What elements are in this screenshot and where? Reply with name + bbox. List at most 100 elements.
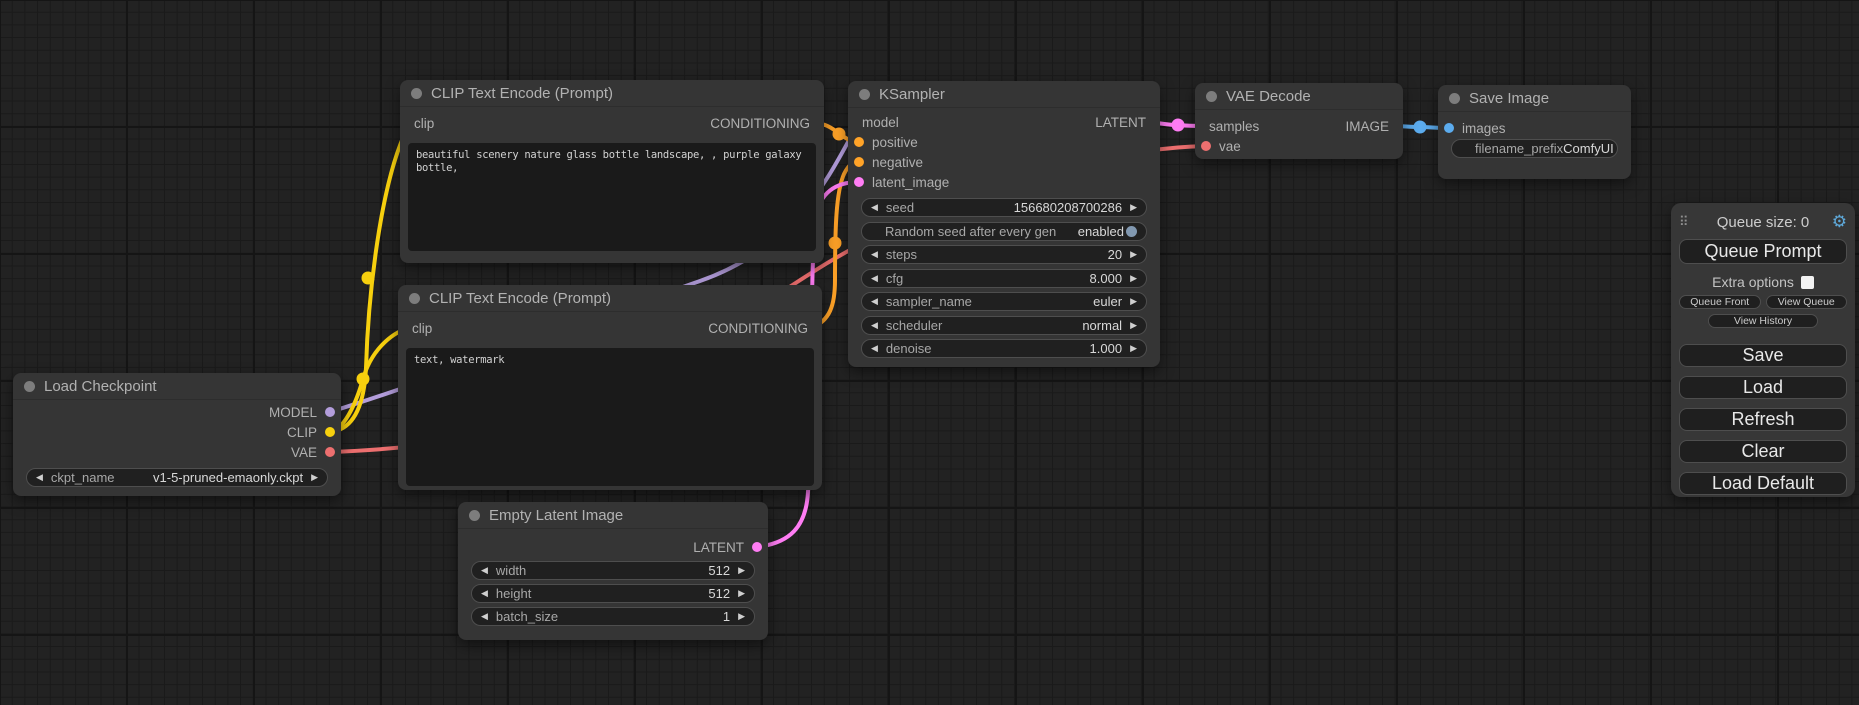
widget-random-seed-toggle[interactable]: Random seed after every gen enabled (861, 221, 1147, 241)
link-midpoint-dot (832, 127, 846, 141)
slot-input-latent-image: latent_image (848, 172, 1160, 192)
increment-arrow-icon[interactable]: ▶ (1130, 272, 1137, 283)
input-dot-images[interactable] (1444, 123, 1454, 133)
node-clip-text-encode-negative[interactable]: CLIP Text Encode (Prompt) clip CONDITION… (398, 285, 822, 490)
view-queue-button[interactable]: View Queue (1765, 295, 1847, 309)
increment-arrow-icon[interactable]: ▶ (1130, 296, 1137, 306)
slot-label: CLIP (286, 424, 317, 440)
increment-arrow-icon[interactable]: ▶ (1130, 249, 1137, 259)
node-vae-decode[interactable]: VAE Decode samples IMAGE vae (1195, 83, 1403, 159)
queue-panel: ⠿ Queue size: 0 ⚙ Queue Prompt Extra opt… (1671, 203, 1855, 497)
widget-width[interactable]: ◀ width 512 ▶ (471, 561, 755, 580)
output-dot-latent[interactable] (752, 542, 762, 552)
increment-arrow-icon[interactable]: ▶ (738, 611, 745, 621)
slot-input-positive: positive (848, 132, 1160, 152)
slot-input-vae: vae (1195, 136, 1403, 156)
input-dot-negative[interactable] (854, 157, 864, 167)
node-title: KSampler (879, 85, 945, 103)
collapse-dot-icon[interactable] (24, 380, 35, 392)
decrement-arrow-icon[interactable]: ◀ (481, 565, 488, 575)
node-clip-text-encode-positive[interactable]: CLIP Text Encode (Prompt) clip CONDITION… (400, 80, 824, 263)
node-titlebar[interactable]: CLIP Text Encode (Prompt) (400, 80, 824, 107)
decrement-arrow-icon[interactable]: ◀ (871, 202, 878, 212)
collapse-dot-icon[interactable] (411, 87, 422, 99)
node-title: Empty Latent Image (489, 506, 624, 524)
node-titlebar[interactable]: Load Checkpoint (13, 373, 341, 400)
decrement-arrow-icon[interactable]: ◀ (481, 588, 488, 598)
node-save-image[interactable]: Save Image images filename_prefix ComfyU… (1438, 85, 1631, 179)
increment-arrow-icon[interactable]: ▶ (1130, 319, 1137, 330)
node-titlebar[interactable]: CLIP Text Encode (Prompt) (398, 285, 822, 312)
widget-steps[interactable]: ◀ steps 20 ▶ (861, 245, 1147, 264)
output-dot-clip[interactable] (325, 427, 335, 437)
widget-batch-size[interactable]: ◀ batch_size 1 ▶ (471, 607, 755, 626)
increment-arrow-icon[interactable]: ▶ (1130, 343, 1137, 353)
node-titlebar[interactable]: Empty Latent Image (458, 502, 768, 529)
collapse-dot-icon[interactable] (409, 292, 420, 304)
node-titlebar[interactable]: KSampler (848, 81, 1160, 108)
node-ksampler[interactable]: KSampler model LATENT positive negative … (848, 81, 1160, 367)
decrement-arrow-icon[interactable]: ◀ (871, 249, 878, 259)
collapse-dot-icon[interactable] (1206, 90, 1217, 102)
output-dot-vae[interactable] (325, 447, 335, 457)
toggle-on-icon[interactable] (1126, 225, 1137, 237)
clear-button[interactable]: Clear (1679, 440, 1847, 463)
widget-value: euler (1093, 294, 1123, 309)
load-default-button[interactable]: Load Default (1679, 472, 1847, 495)
widget-filename-prefix[interactable]: filename_prefix ComfyUI (1451, 139, 1618, 158)
input-dot-positive[interactable] (854, 137, 864, 147)
decrement-arrow-icon[interactable]: ◀ (871, 272, 878, 283)
widget-denoise[interactable]: ◀ denoise 1.000 ▶ (861, 339, 1147, 358)
widget-ckpt-name[interactable]: ◀ ckpt_name v1-5-pruned-emaonly.ckpt ▶ (26, 468, 328, 487)
collapse-dot-icon[interactable] (469, 509, 480, 521)
gear-icon[interactable]: ⚙ (1831, 212, 1847, 231)
decrement-arrow-icon[interactable]: ◀ (871, 319, 878, 330)
extra-options-checkbox[interactable] (1800, 275, 1814, 289)
input-dot-latent-image[interactable] (854, 177, 864, 187)
decrement-arrow-icon[interactable]: ◀ (871, 296, 878, 306)
decrement-arrow-icon[interactable]: ◀ (36, 472, 43, 482)
slot-output-clip: CLIP (13, 422, 341, 442)
widget-label: seed (885, 200, 915, 215)
slot-label: clip (414, 115, 435, 131)
slot-label: LATENT (693, 539, 744, 555)
node-titlebar[interactable]: Save Image (1438, 85, 1631, 112)
slot-label: clip (412, 320, 433, 336)
widget-value: 156680208700286 (1013, 200, 1123, 215)
view-history-button[interactable]: View History (1708, 314, 1818, 328)
widget-scheduler[interactable]: ◀ scheduler normal ▶ (861, 315, 1147, 335)
decrement-arrow-icon[interactable]: ◀ (871, 343, 878, 353)
increment-arrow-icon[interactable]: ▶ (311, 472, 318, 482)
widget-sampler-name[interactable]: ◀ sampler_name euler ▶ (861, 292, 1147, 311)
output-dot-model[interactable] (325, 407, 335, 417)
decrement-arrow-icon[interactable]: ◀ (481, 611, 488, 621)
save-button[interactable]: Save (1679, 344, 1847, 367)
increment-arrow-icon[interactable]: ▶ (1130, 202, 1137, 212)
prompt-textarea[interactable]: text, watermark (406, 348, 814, 486)
input-dot-vae[interactable] (1201, 141, 1211, 151)
node-title: Load Checkpoint (44, 377, 157, 395)
widget-label: denoise (885, 341, 932, 356)
prompt-textarea[interactable]: beautiful scenery nature glass bottle la… (408, 143, 816, 251)
queue-prompt-button[interactable]: Queue Prompt (1679, 239, 1847, 264)
collapse-dot-icon[interactable] (1449, 92, 1460, 104)
widget-value: 1 (722, 609, 731, 624)
collapse-dot-icon[interactable] (859, 88, 870, 100)
widget-cfg[interactable]: ◀ cfg 8.000 ▶ (861, 268, 1147, 288)
node-load-checkpoint[interactable]: Load Checkpoint MODEL CLIP VAE ◀ ckpt_na… (13, 373, 341, 496)
link-midpoint-dot (1171, 118, 1185, 132)
load-button[interactable]: Load (1679, 376, 1847, 399)
link-midpoint-dot (1413, 120, 1427, 134)
slot-label: VAE (290, 444, 317, 460)
increment-arrow-icon[interactable]: ▶ (738, 565, 745, 575)
increment-arrow-icon[interactable]: ▶ (738, 588, 745, 598)
node-empty-latent-image[interactable]: Empty Latent Image LATENT ◀ width 512 ▶ … (458, 502, 768, 640)
node-titlebar[interactable]: VAE Decode (1195, 83, 1403, 110)
queue-front-button[interactable]: Queue Front (1679, 295, 1761, 309)
slot-output-latent: LATENT (458, 537, 768, 557)
drag-handle-icon[interactable]: ⠿ (1679, 214, 1689, 229)
refresh-button[interactable]: Refresh (1679, 408, 1847, 431)
widget-seed[interactable]: ◀ seed 156680208700286 ▶ (861, 198, 1147, 217)
widget-height[interactable]: ◀ height 512 ▶ (471, 584, 755, 603)
